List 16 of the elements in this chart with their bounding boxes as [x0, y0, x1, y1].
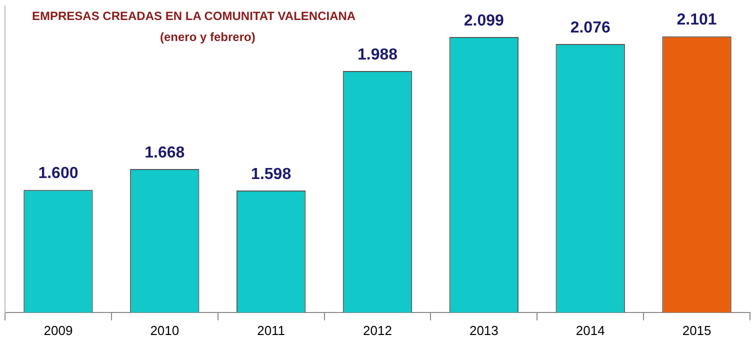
data-label: 1.600 [38, 165, 78, 182]
x-tick-label: 2012 [363, 322, 392, 338]
x-tick-label: 2014 [576, 322, 605, 338]
data-label: 1.668 [144, 144, 185, 162]
x-tick-label: 2009 [44, 322, 73, 338]
chart-title: EMPRESAS CREADAS EN LA COMUNITAT VALENCIANA [32, 9, 356, 23]
x-tick-label: 2010 [150, 322, 180, 338]
x-tick-label: 2011 [257, 322, 286, 338]
data-label: 2.101 [676, 12, 717, 29]
data-label: 1.988 [357, 46, 398, 64]
data-label: 1.598 [251, 166, 292, 183]
data-label: 2.099 [464, 12, 504, 30]
x-tick-label: 2015 [682, 322, 712, 338]
data-label: 2.076 [570, 19, 610, 36]
x-tick-label: 2013 [469, 322, 498, 338]
text: (enero y febrero) [160, 30, 256, 44]
